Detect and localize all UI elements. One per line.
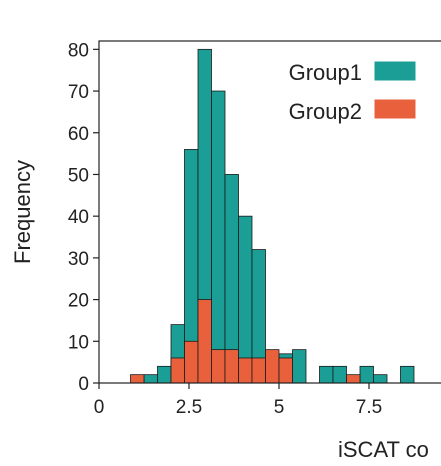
y-tick-label: 10 xyxy=(68,332,89,353)
bar-group2-5 xyxy=(224,349,239,384)
bar-group2-3 xyxy=(197,299,212,384)
bar-group1-15 xyxy=(359,365,374,384)
y-tick-label: 70 xyxy=(68,82,89,103)
bar-group2-2 xyxy=(184,340,199,384)
bar-group1-1 xyxy=(157,365,172,384)
bar-group2-4 xyxy=(211,349,226,384)
y-tick-label: 50 xyxy=(68,165,89,186)
bar-group2-6 xyxy=(238,357,253,384)
y-tick-label: 40 xyxy=(68,207,89,228)
bars-layer xyxy=(130,48,415,384)
bar-group1-13 xyxy=(332,365,347,384)
y-tick-label: 20 xyxy=(68,291,89,312)
bar-group2-0 xyxy=(130,374,145,384)
bar-group2-7 xyxy=(251,357,266,384)
bar-group2-1 xyxy=(170,357,185,384)
y-tick-label: 60 xyxy=(68,124,89,145)
bar-group1-5 xyxy=(211,90,226,384)
legend-swatch-group1 xyxy=(373,60,417,82)
bar-group1-16 xyxy=(373,374,388,384)
legend: Group1 Group2 xyxy=(289,60,417,124)
bar-group2-8 xyxy=(265,349,280,384)
x-axis-label: iSCAT co xyxy=(338,437,429,462)
series-group1 xyxy=(143,48,415,384)
legend-label-group2: Group2 xyxy=(289,99,362,124)
bar-group1-12 xyxy=(319,365,334,384)
y-tick-label: 30 xyxy=(68,249,89,270)
x-tick-label: 0 xyxy=(94,397,105,418)
bar-group1-11 xyxy=(292,349,307,384)
legend-swatch-group2 xyxy=(373,98,417,120)
series-group2 xyxy=(130,299,361,384)
x-tick-label: 2.5 xyxy=(176,397,202,418)
bar-group1-17 xyxy=(400,365,415,384)
y-tick-label: 0 xyxy=(78,374,89,395)
y-axis-label: Frequency xyxy=(10,160,35,264)
bar-group2-10 xyxy=(346,374,361,384)
bar-group1-0 xyxy=(143,374,158,384)
y-tick-label: 80 xyxy=(68,40,89,61)
plot-frame xyxy=(98,40,441,384)
bar-group2-9 xyxy=(278,357,293,384)
x-tick-label: 7.5 xyxy=(356,397,382,418)
legend-label-group1: Group1 xyxy=(289,60,362,85)
x-tick-label: 5 xyxy=(274,397,285,418)
